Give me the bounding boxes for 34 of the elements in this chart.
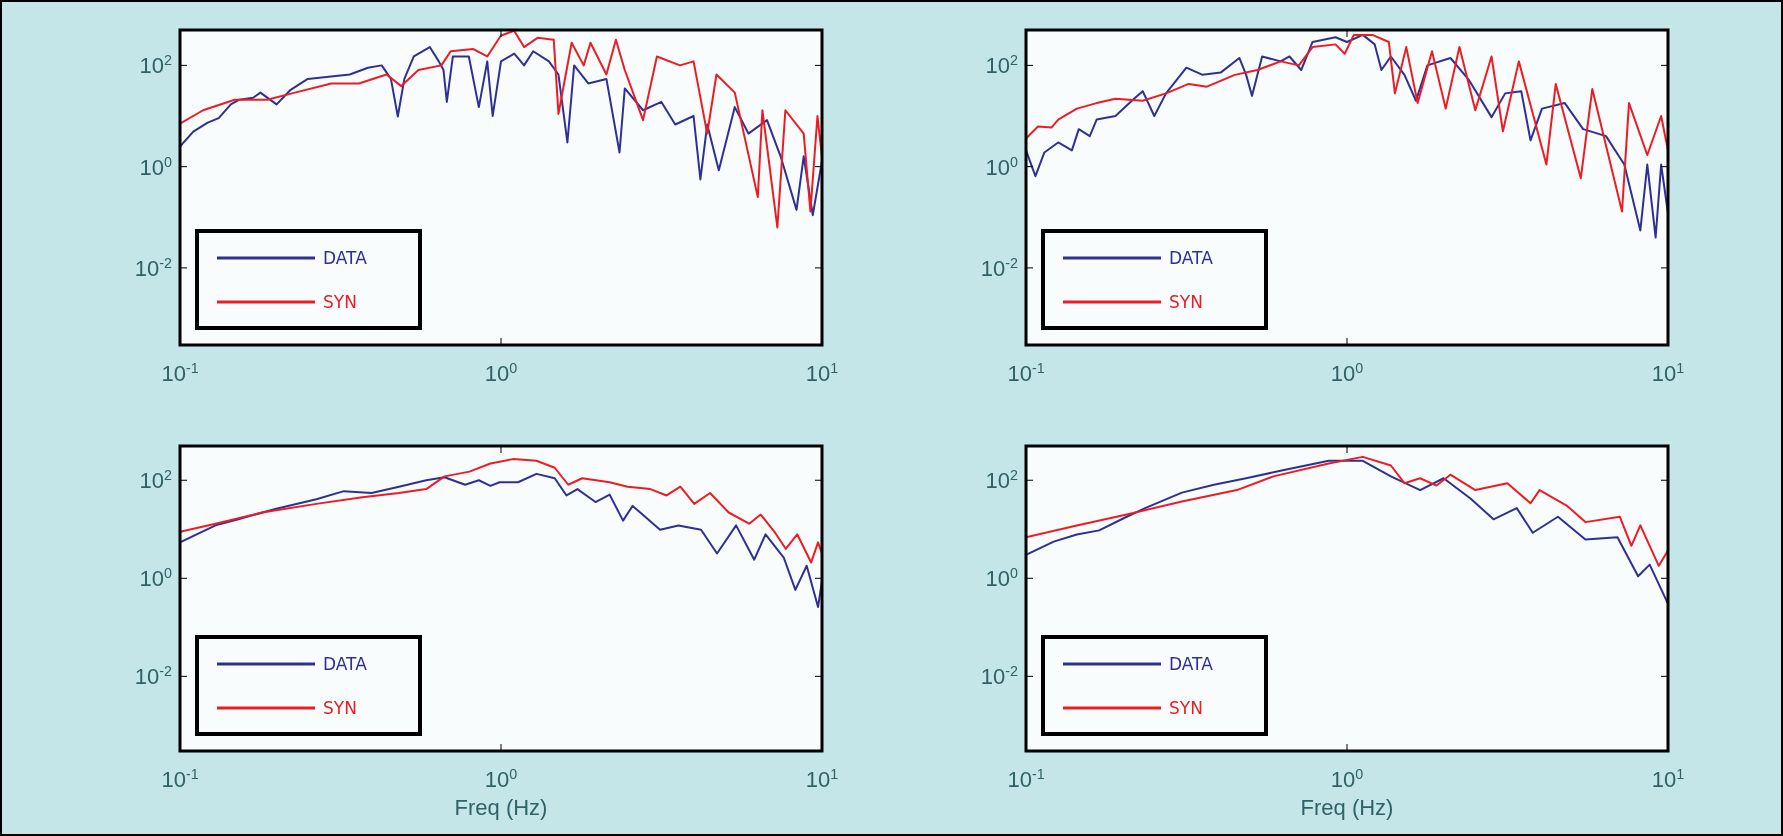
y-tick-label: 10$^{-2}$	[134, 254, 173, 281]
y-tick-label: 10$^{2}$	[985, 52, 1019, 79]
y-tick-label: 10$^{0}$	[985, 153, 1019, 180]
x-tick-label: 10$^{-1}$	[161, 360, 199, 386]
y-tick-label: 10$^{0}$	[139, 153, 173, 180]
text: SYN	[323, 698, 357, 718]
y-tick-label: 10$^{-2}$	[980, 663, 1019, 690]
y-tick-label: 10$^{2}$	[985, 467, 1019, 494]
text: DATA	[323, 248, 368, 268]
x-tick-label: 10$^{-1}$	[1007, 360, 1045, 386]
x-tick-label: 10$^{-1}$	[1007, 766, 1045, 792]
text: DATA	[1169, 654, 1214, 674]
x-axis-title: Freq (Hz)	[1300, 795, 1394, 820]
x-axis-title: Freq (Hz)	[454, 795, 548, 820]
text: DATA	[1169, 248, 1214, 268]
text: SYN	[1169, 698, 1203, 718]
x-tick-label: 10$^{0}$	[1330, 360, 1364, 386]
x-tick-label: 10$^{1}$	[1651, 360, 1685, 386]
y-tick-label: 10$^{-2}$	[980, 254, 1019, 281]
y-tick-label: 10$^{0}$	[985, 565, 1019, 592]
x-tick-label: 10$^{0}$	[1330, 766, 1364, 792]
text: DATA	[323, 654, 368, 674]
x-tick-label: 10$^{0}$	[484, 766, 518, 792]
x-tick-label: 10$^{-1}$	[161, 766, 199, 792]
y-tick-label: 10$^{-2}$	[134, 663, 173, 690]
y-tick-label: 10$^{2}$	[139, 52, 173, 79]
x-tick-label: 10$^{1}$	[1651, 766, 1685, 792]
y-tick-label: 10$^{0}$	[139, 565, 173, 592]
x-tick-label: 10$^{0}$	[484, 360, 518, 386]
text: SYN	[1169, 292, 1203, 312]
x-tick-label: 10$^{1}$	[805, 360, 839, 386]
y-tick-label: 10$^{2}$	[139, 467, 173, 494]
x-tick-label: 10$^{1}$	[805, 766, 839, 792]
text: SYN	[323, 292, 357, 312]
